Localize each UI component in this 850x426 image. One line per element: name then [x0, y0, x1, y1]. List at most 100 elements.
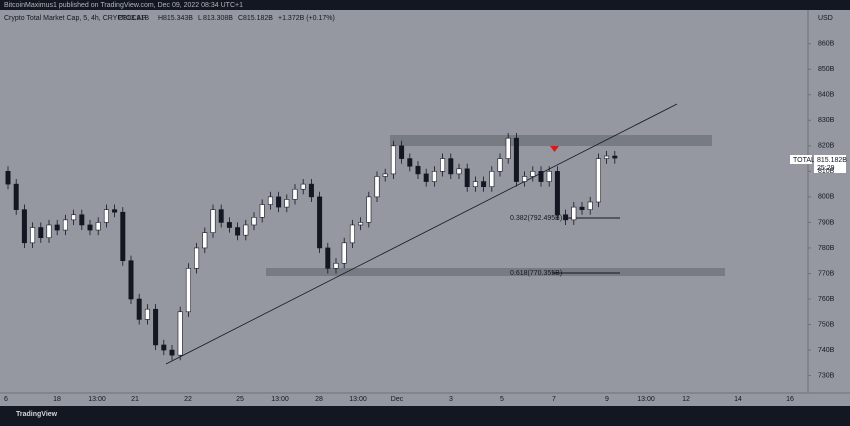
ohlc-key: H	[158, 15, 163, 22]
y-tick-label: 860B	[818, 41, 835, 48]
candle-body	[5, 171, 11, 185]
candle-body	[185, 268, 191, 313]
x-tick-label: 7	[552, 396, 556, 403]
candle-body	[161, 344, 167, 351]
candle-body	[579, 206, 585, 210]
y-tick-label: 760B	[818, 296, 835, 303]
candle-body	[317, 196, 323, 249]
symbol: TOTAL	[793, 157, 815, 164]
candle-body	[218, 209, 224, 223]
candle-body	[505, 137, 511, 159]
ohlc-key: L	[198, 15, 202, 22]
candle-body	[349, 224, 355, 244]
candle-body	[481, 181, 487, 187]
candle-body	[497, 158, 503, 172]
candle-body	[259, 204, 265, 218]
candle-body	[267, 196, 273, 205]
candle-body	[87, 224, 93, 231]
x-tick-label: 14	[734, 396, 742, 403]
ohlc-key: O	[118, 15, 124, 22]
candle-body	[341, 242, 347, 264]
candle-body	[431, 171, 437, 182]
candle-body	[284, 199, 290, 208]
ohlc-key: C	[238, 15, 243, 22]
countdown: 25:29	[817, 165, 835, 172]
candle-body	[415, 165, 421, 175]
currency: USD	[818, 15, 833, 22]
ohlc-value: 815.343B	[163, 15, 193, 22]
candle-body	[554, 171, 560, 216]
candle-body	[489, 171, 495, 187]
candle-body	[177, 311, 183, 356]
candle-body	[276, 196, 282, 208]
candle-body	[54, 224, 60, 231]
candle-body	[448, 158, 454, 175]
candle-body	[563, 214, 569, 221]
candle-body	[472, 181, 478, 187]
x-tick-label: 13:00	[271, 396, 289, 403]
fib-label: 0.382(792.495B)	[510, 215, 562, 222]
candle-body	[103, 209, 109, 223]
candle-body	[374, 176, 380, 198]
x-tick-label: 22	[184, 396, 192, 403]
candle-body	[300, 183, 306, 190]
candle-body	[382, 173, 388, 177]
ohlc-value: 813.308B	[203, 15, 233, 22]
candle-body	[38, 227, 44, 239]
y-tick-label: 770B	[818, 270, 835, 277]
candle-body	[235, 227, 241, 236]
candle-body	[407, 158, 413, 167]
x-tick-label: 9	[605, 396, 609, 403]
candle-body	[456, 168, 462, 175]
publisher: BitcoinMaximus1 published on TradingView…	[4, 2, 243, 9]
candle-body	[144, 308, 150, 320]
symbol-box	[790, 155, 812, 164]
y-tick-label: 780B	[818, 245, 835, 252]
candle-body	[30, 227, 36, 244]
candle-body	[464, 168, 470, 187]
y-tick-label: 740B	[818, 347, 835, 354]
y-tick-label: 750B	[818, 321, 835, 328]
y-tick-label: 730B	[818, 372, 835, 379]
chart-bg	[0, 10, 850, 406]
x-tick-label: 16	[786, 396, 794, 403]
candle-body	[358, 222, 364, 226]
candles	[5, 133, 618, 361]
candle-body	[325, 247, 331, 269]
candle-body	[95, 222, 101, 231]
ohlc-value: 815.182B	[243, 15, 273, 22]
x-tick-label: 18	[53, 396, 61, 403]
x-tick-label: 28	[315, 396, 323, 403]
x-tick-label: 13:00	[637, 396, 655, 403]
x-tick-label: 5	[500, 396, 504, 403]
candle-body	[587, 201, 593, 210]
candle-body	[169, 349, 175, 356]
x-tick-label: 6	[4, 396, 8, 403]
candle-body	[194, 247, 200, 269]
candle-body	[522, 176, 528, 182]
x-tick-label: 13:00	[349, 396, 367, 403]
candle-body	[21, 209, 27, 244]
x-tick-label: 21	[131, 396, 139, 403]
candle-body	[112, 209, 118, 213]
last-price: 815.182B	[817, 157, 847, 164]
candle-body	[612, 155, 618, 159]
x-tick-label: 25	[236, 396, 244, 403]
change: +1.372B (+0.17%)	[278, 15, 335, 22]
candle-body	[546, 171, 552, 182]
x-tick-label: 13:00	[88, 396, 106, 403]
price-box	[814, 155, 846, 173]
y-tick-label: 800B	[818, 194, 835, 201]
y-tick-label: 840B	[818, 92, 835, 99]
candle-body	[202, 232, 208, 249]
candle-body	[153, 308, 159, 346]
candle-body	[366, 196, 372, 223]
candle-body	[292, 188, 298, 200]
candle-body	[571, 206, 577, 221]
candle-body	[513, 137, 519, 182]
candle-body	[423, 173, 429, 182]
candle-body	[46, 224, 52, 239]
arrow-marker	[550, 146, 559, 152]
